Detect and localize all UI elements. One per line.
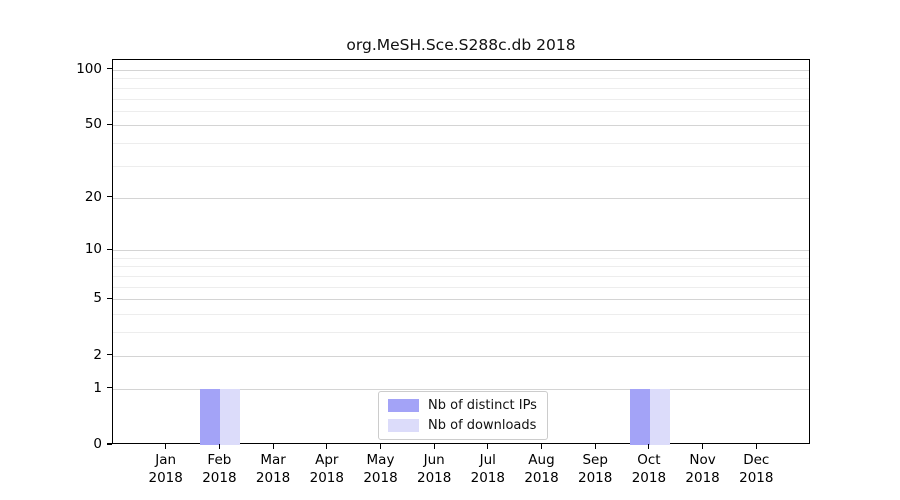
minor-gridline bbox=[113, 78, 809, 80]
minor-gridline bbox=[113, 165, 809, 167]
legend-label-distinct-ips: Nb of distinct IPs bbox=[428, 398, 537, 413]
x-tick-label-mar: Mar 2018 bbox=[255, 452, 291, 486]
bars-layer bbox=[113, 60, 809, 445]
legend: Nb of distinct IPs Nb of downloads bbox=[378, 391, 548, 440]
minor-gridline bbox=[113, 276, 809, 277]
y-tick-mark bbox=[107, 297, 112, 299]
legend-label-downloads: Nb of downloads bbox=[428, 418, 537, 433]
bar-feb-series1 bbox=[220, 388, 241, 445]
x-tick-label-feb: Feb 2018 bbox=[202, 452, 237, 486]
x-tick-mark bbox=[648, 444, 650, 449]
major-gridline bbox=[113, 388, 809, 390]
y-tick-label-100: 100 bbox=[76, 60, 102, 77]
minor-gridline bbox=[113, 98, 809, 100]
minor-gridline bbox=[113, 314, 809, 316]
x-tick-mark bbox=[755, 444, 757, 449]
x-tick-mark bbox=[272, 444, 274, 449]
y-tick-mark bbox=[107, 248, 112, 250]
x-tick-mark bbox=[326, 444, 328, 449]
minor-gridline bbox=[113, 266, 809, 268]
bar-oct-series0 bbox=[629, 388, 650, 445]
y-tick-label-1: 1 bbox=[93, 379, 102, 396]
x-tick-label-dec: Dec 2018 bbox=[739, 452, 774, 486]
bar-feb-series0 bbox=[200, 388, 221, 445]
x-tick-mark bbox=[433, 444, 435, 449]
major-gridline bbox=[113, 197, 809, 199]
major-gridline bbox=[113, 69, 809, 71]
y-tick-mark bbox=[107, 195, 112, 198]
x-tick-label-nov: Nov 2018 bbox=[685, 452, 720, 486]
legend-swatch-downloads bbox=[388, 419, 419, 432]
y-tick-mark bbox=[107, 387, 112, 389]
minor-gridline bbox=[113, 257, 809, 259]
x-tick-label-may: May 2018 bbox=[363, 452, 398, 486]
x-tick-label-jun: Jun 2018 bbox=[417, 452, 452, 486]
x-tick-mark bbox=[379, 444, 382, 449]
x-tick-mark bbox=[702, 444, 704, 449]
y-tick-label-20: 20 bbox=[84, 188, 102, 205]
y-tick-mark bbox=[107, 123, 112, 125]
x-tick-mark bbox=[540, 444, 543, 449]
chart-title: org.MeSH.Sce.S288c.db 2018 bbox=[346, 36, 576, 54]
x-tick-label-apr: Apr 2018 bbox=[309, 452, 344, 486]
minor-gridline bbox=[113, 332, 809, 334]
y-tick-label-2: 2 bbox=[93, 346, 102, 363]
y-tick-label-5: 5 bbox=[93, 290, 102, 307]
x-tick-label-jan: Jan 2018 bbox=[148, 452, 183, 486]
y-tick-mark bbox=[107, 68, 112, 70]
x-tick-mark bbox=[165, 444, 167, 449]
minor-gridline bbox=[113, 110, 809, 112]
x-tick-mark bbox=[487, 444, 489, 449]
plot-area bbox=[112, 59, 810, 445]
x-tick-label-sep: Sep 2018 bbox=[578, 452, 613, 486]
minor-gridline bbox=[113, 286, 809, 288]
legend-item-downloads: Nb of downloads bbox=[388, 418, 537, 433]
x-tick-mark bbox=[218, 444, 220, 449]
y-tick-mark bbox=[107, 354, 112, 356]
minor-gridline bbox=[113, 87, 809, 89]
x-tick-label-aug: Aug 2018 bbox=[524, 452, 559, 486]
y-tick-label-10: 10 bbox=[84, 241, 102, 258]
y-tick-label-50: 50 bbox=[84, 116, 102, 133]
x-tick-label-jul: Jul 2018 bbox=[470, 452, 505, 486]
legend-swatch-distinct-ips bbox=[388, 399, 419, 412]
major-gridline bbox=[113, 299, 809, 301]
y-tick-mark bbox=[107, 443, 112, 445]
major-gridline bbox=[113, 125, 809, 127]
minor-gridline bbox=[113, 143, 809, 145]
bar-oct-series1 bbox=[649, 388, 670, 445]
y-tick-label-0: 0 bbox=[93, 436, 102, 452]
x-tick-label-oct: Oct 2018 bbox=[631, 452, 667, 486]
major-gridline bbox=[113, 355, 809, 357]
x-tick-mark bbox=[594, 444, 596, 449]
legend-item-distinct-ips: Nb of distinct IPs bbox=[388, 398, 537, 413]
major-gridline bbox=[113, 250, 809, 252]
gridlines-layer bbox=[113, 60, 809, 443]
